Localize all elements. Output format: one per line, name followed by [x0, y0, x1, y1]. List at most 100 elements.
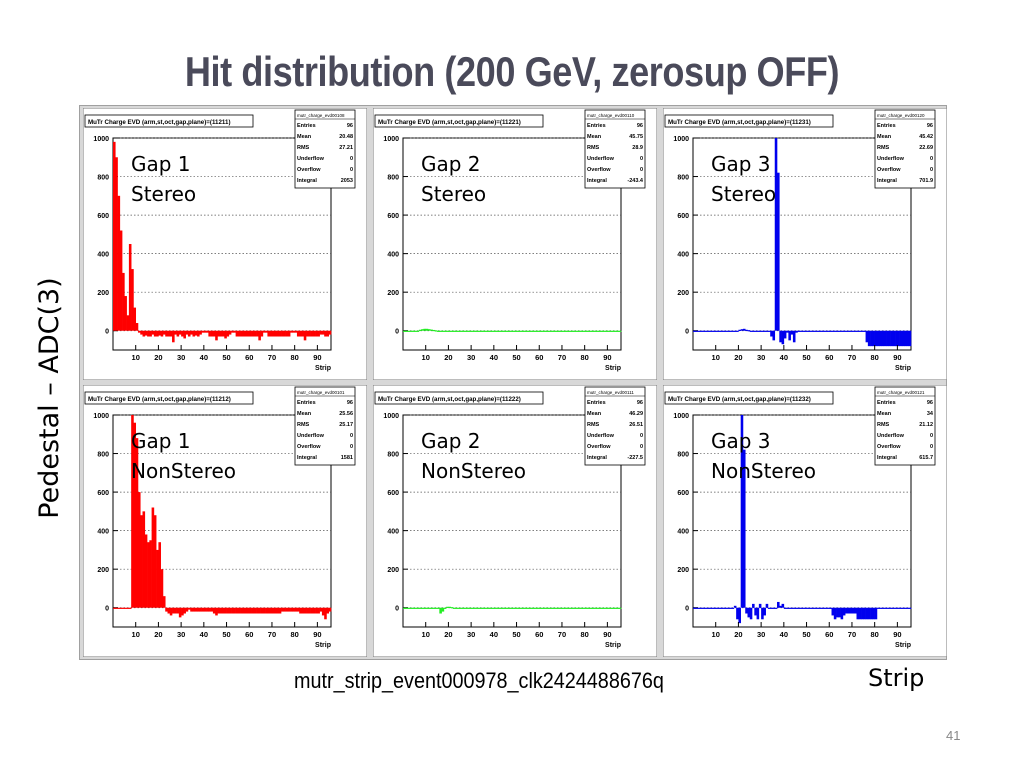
x-tick-label: 30	[177, 630, 185, 639]
histogram-bar	[724, 607, 728, 609]
y-tick-label: 1000	[673, 413, 689, 420]
histogram-bar	[427, 329, 431, 331]
histogram-bar	[618, 330, 622, 332]
histogram-bar	[471, 607, 474, 609]
histogram-gap1-nonstereo: 0 200 400 600 800 1000 10 20 30 40 50 60 70 80 90 Strip…	[83, 385, 367, 657]
histogram-bar	[498, 607, 501, 609]
histogram-bar	[770, 607, 773, 609]
histogram-bar	[589, 607, 592, 609]
histogram-bar	[256, 330, 259, 337]
stats-value: -243.4	[627, 178, 644, 184]
histogram-bar	[437, 330, 440, 332]
histogram-bar	[144, 330, 148, 336]
histogram-bar	[568, 607, 572, 609]
histogram-bar	[539, 607, 542, 609]
histogram-bar	[584, 607, 588, 609]
histogram-bar	[811, 607, 814, 609]
histogram-bar	[403, 607, 406, 609]
histogram-bar	[242, 607, 246, 614]
stats-value: 96	[927, 123, 933, 129]
histogram-bar	[763, 330, 766, 332]
histogram-bar	[167, 607, 171, 614]
stats-key: Underflow	[877, 433, 905, 439]
x-tick-label: 30	[467, 630, 475, 639]
stats-value: 25.17	[339, 422, 353, 428]
y-tick-label: 600	[97, 213, 109, 220]
histogram-bar	[124, 296, 127, 331]
histogram-bar	[695, 330, 698, 332]
x-tick-label: 10	[132, 353, 140, 362]
y-tick-label: 400	[97, 252, 109, 259]
histogram-bar	[792, 607, 796, 609]
panel-annotation: Gap 3	[711, 152, 771, 176]
histogram-bar	[826, 330, 830, 332]
histogram-bar	[557, 330, 560, 332]
histogram-bar	[131, 415, 134, 608]
histogram-bar	[602, 607, 606, 609]
stats-key: Mean	[297, 411, 312, 417]
histogram-bar	[412, 330, 415, 332]
histogram-bar	[462, 330, 465, 332]
histogram-bar	[754, 330, 757, 332]
histogram-bar	[484, 330, 488, 332]
histogram-bar	[315, 330, 318, 337]
histogram-bar	[117, 607, 121, 609]
histogram-bar	[541, 607, 545, 609]
histogram-bar	[133, 307, 137, 331]
histogram-bar	[452, 330, 456, 332]
histogram-bar	[246, 607, 250, 614]
histogram-bar	[863, 607, 866, 620]
histogram-bar	[185, 330, 189, 335]
histogram-bar	[879, 607, 882, 609]
histogram-bar	[183, 607, 186, 614]
y-tick-label: 600	[677, 490, 689, 497]
histogram-bar	[491, 607, 495, 609]
histogram-bar	[482, 330, 486, 332]
histogram-bar	[147, 542, 150, 608]
histogram-bar	[699, 607, 703, 609]
histogram-bar	[240, 330, 243, 337]
histogram-bar	[584, 330, 588, 332]
histogram-bar	[820, 330, 823, 332]
histogram-bar	[611, 607, 615, 609]
histogram-title: MuTr Charge EVD (arm,st,oct,gap,plane)=(…	[668, 396, 811, 403]
x-tick-label: 10	[422, 353, 430, 362]
histogram-bar	[210, 607, 214, 612]
x-tick-label: 60	[535, 630, 543, 639]
histogram-bar	[482, 607, 486, 609]
y-tick-label: 400	[387, 252, 399, 259]
stats-key: Mean	[877, 134, 892, 140]
stats-box	[584, 386, 646, 466]
histogram-bar	[842, 330, 846, 332]
histogram-bar	[749, 607, 753, 620]
histogram-bar	[321, 330, 325, 335]
histogram-bar	[468, 607, 472, 609]
histogram-bar	[151, 330, 155, 335]
histogram-bar	[883, 607, 887, 609]
histogram-bar	[777, 172, 780, 331]
histogram-title: MuTr Charge EVD (arm,st,oct,gap,plane)=(…	[378, 119, 521, 126]
stats-value: 22.69	[919, 145, 933, 151]
histogram-bar	[786, 330, 789, 333]
histogram-bar	[140, 330, 143, 335]
x-tick-label: 10	[132, 630, 140, 639]
histogram-bar	[817, 330, 821, 332]
histogram-bar	[870, 330, 873, 347]
histogram-bar	[858, 607, 862, 620]
histogram-bar	[856, 330, 860, 332]
histogram-bar	[747, 607, 751, 618]
histogram-bar	[738, 329, 741, 331]
y-tick-label: 200	[677, 567, 689, 574]
histogram-bar	[521, 330, 524, 332]
stats-box	[874, 109, 936, 189]
histogram-bar	[847, 330, 850, 332]
histogram-bar	[752, 603, 755, 608]
histogram-bar	[614, 607, 617, 609]
x-tick-label: 50	[802, 630, 810, 639]
histogram-bar	[409, 330, 413, 332]
histogram-bar	[892, 607, 896, 609]
histogram-bar	[781, 603, 785, 608]
histogram-bar	[786, 607, 789, 609]
y-tick-label: 1000	[383, 413, 399, 420]
histogram-bar	[854, 330, 857, 332]
